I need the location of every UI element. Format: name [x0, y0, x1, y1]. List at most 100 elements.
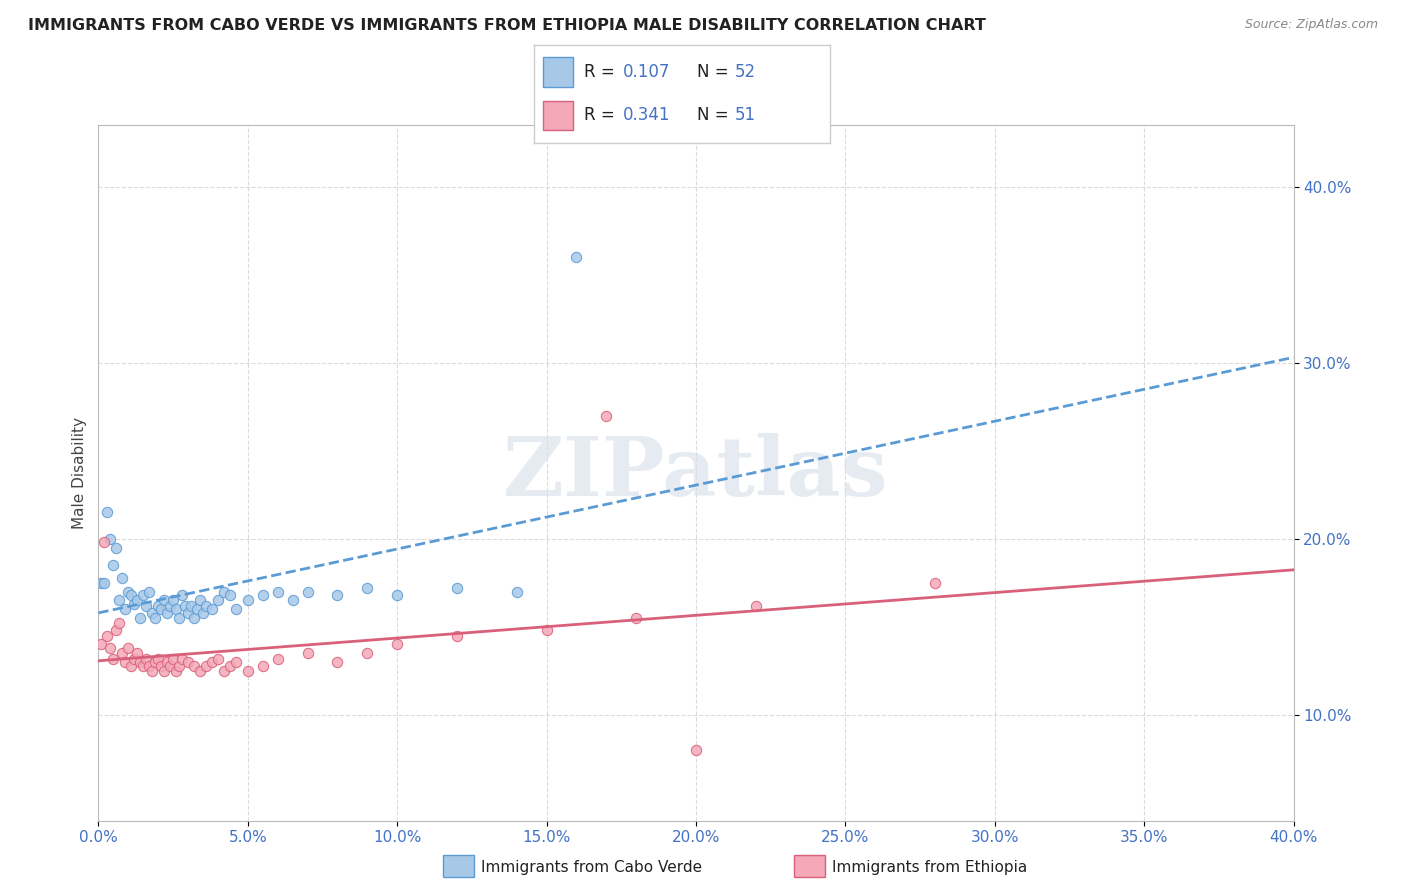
Point [153, 593, 176, 607]
Point [595, 409, 617, 423]
Point [138, 658, 160, 673]
Point [191, 606, 214, 620]
Point [446, 581, 468, 595]
Point [96, 629, 118, 643]
Text: Immigrants from Cabo Verde: Immigrants from Cabo Verde [481, 860, 702, 874]
Point [281, 593, 304, 607]
Point [117, 584, 139, 599]
Point [565, 250, 588, 264]
Point [356, 581, 378, 595]
Point [120, 588, 142, 602]
Point [111, 646, 134, 660]
Text: 51: 51 [735, 106, 756, 124]
Point [236, 664, 259, 678]
Point [105, 541, 128, 555]
Point [129, 655, 152, 669]
Point [267, 651, 290, 665]
Point [165, 602, 187, 616]
Point [174, 599, 197, 613]
Point [108, 616, 131, 631]
Point [124, 651, 146, 665]
Point [156, 606, 179, 620]
Point [506, 584, 529, 599]
Point [172, 651, 194, 665]
Point [129, 611, 152, 625]
Y-axis label: Male Disability: Male Disability [72, 417, 87, 529]
Text: N =: N = [697, 63, 734, 81]
Point [201, 655, 224, 669]
Text: R =: R = [585, 63, 620, 81]
Point [685, 743, 707, 757]
Text: Immigrants from Ethiopia: Immigrants from Ethiopia [832, 860, 1028, 874]
Point [103, 651, 125, 665]
Point [267, 584, 290, 599]
Point [159, 599, 181, 613]
Text: 0.341: 0.341 [623, 106, 671, 124]
Point [93, 535, 115, 549]
Point [90, 575, 112, 590]
Point [150, 658, 173, 673]
Point [194, 658, 218, 673]
Point [108, 593, 131, 607]
Point [183, 658, 205, 673]
Point [162, 651, 184, 665]
Point [93, 575, 115, 590]
Point [207, 593, 229, 607]
Point [297, 584, 319, 599]
Point [252, 588, 274, 602]
Point [141, 664, 163, 678]
Point [536, 624, 558, 638]
Point [167, 658, 190, 673]
Point [156, 655, 179, 669]
Point [924, 575, 946, 590]
Point [207, 651, 229, 665]
Point [356, 646, 378, 660]
Point [326, 655, 349, 669]
Point [159, 658, 181, 673]
Point [219, 658, 242, 673]
Text: 52: 52 [735, 63, 756, 81]
FancyBboxPatch shape [543, 101, 572, 130]
Point [103, 558, 125, 573]
Point [153, 664, 176, 678]
Point [127, 593, 149, 607]
Point [114, 602, 136, 616]
Point [111, 570, 134, 584]
Point [162, 593, 184, 607]
Point [446, 629, 468, 643]
Point [105, 624, 128, 638]
Point [186, 602, 208, 616]
Point [117, 640, 139, 655]
Text: Source: ZipAtlas.com: Source: ZipAtlas.com [1244, 18, 1378, 31]
Point [194, 599, 218, 613]
Point [141, 606, 163, 620]
Point [180, 599, 202, 613]
Point [385, 588, 409, 602]
Point [252, 658, 274, 673]
Point [90, 638, 112, 652]
Point [326, 588, 349, 602]
Point [148, 599, 170, 613]
Text: ZIPatlas: ZIPatlas [503, 433, 889, 513]
Point [624, 611, 647, 625]
Point [188, 664, 211, 678]
Point [138, 584, 160, 599]
Point [225, 602, 247, 616]
Point [143, 655, 166, 669]
Point [124, 597, 146, 611]
Point [120, 658, 142, 673]
Point [98, 532, 122, 546]
Text: IMMIGRANTS FROM CABO VERDE VS IMMIGRANTS FROM ETHIOPIA MALE DISABILITY CORRELATI: IMMIGRANTS FROM CABO VERDE VS IMMIGRANTS… [28, 18, 986, 33]
Point [201, 602, 224, 616]
Point [114, 655, 136, 669]
Point [745, 599, 768, 613]
Point [177, 606, 200, 620]
Point [183, 611, 205, 625]
Point [127, 646, 149, 660]
Point [225, 655, 247, 669]
Point [167, 611, 190, 625]
Point [165, 664, 187, 678]
Point [143, 611, 166, 625]
Point [135, 651, 157, 665]
Text: N =: N = [697, 106, 734, 124]
